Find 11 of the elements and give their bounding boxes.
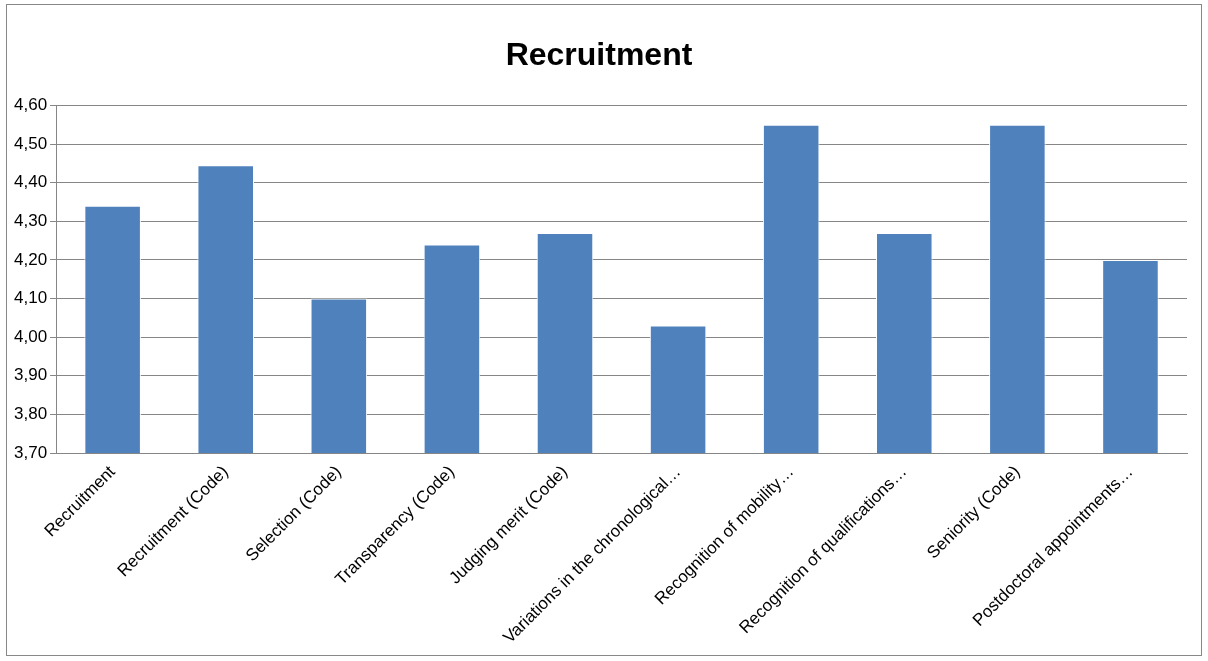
y-tick-label: 4,00 bbox=[13, 326, 48, 346]
y-tick-label: 3,80 bbox=[13, 404, 48, 424]
y-tick-label: 4,40 bbox=[13, 172, 48, 192]
y-tick-label: 3,70 bbox=[13, 442, 48, 462]
y-tick-label: 4,10 bbox=[13, 288, 48, 308]
y-tick-label: 4,50 bbox=[13, 133, 48, 153]
y-tick-label: 3,90 bbox=[13, 365, 48, 385]
y-tick-label: 4,30 bbox=[13, 210, 48, 230]
y-tick-label: 4,20 bbox=[13, 249, 48, 269]
y-tick-label: 4,60 bbox=[13, 95, 48, 115]
chart-title: Recruitment bbox=[505, 36, 693, 73]
